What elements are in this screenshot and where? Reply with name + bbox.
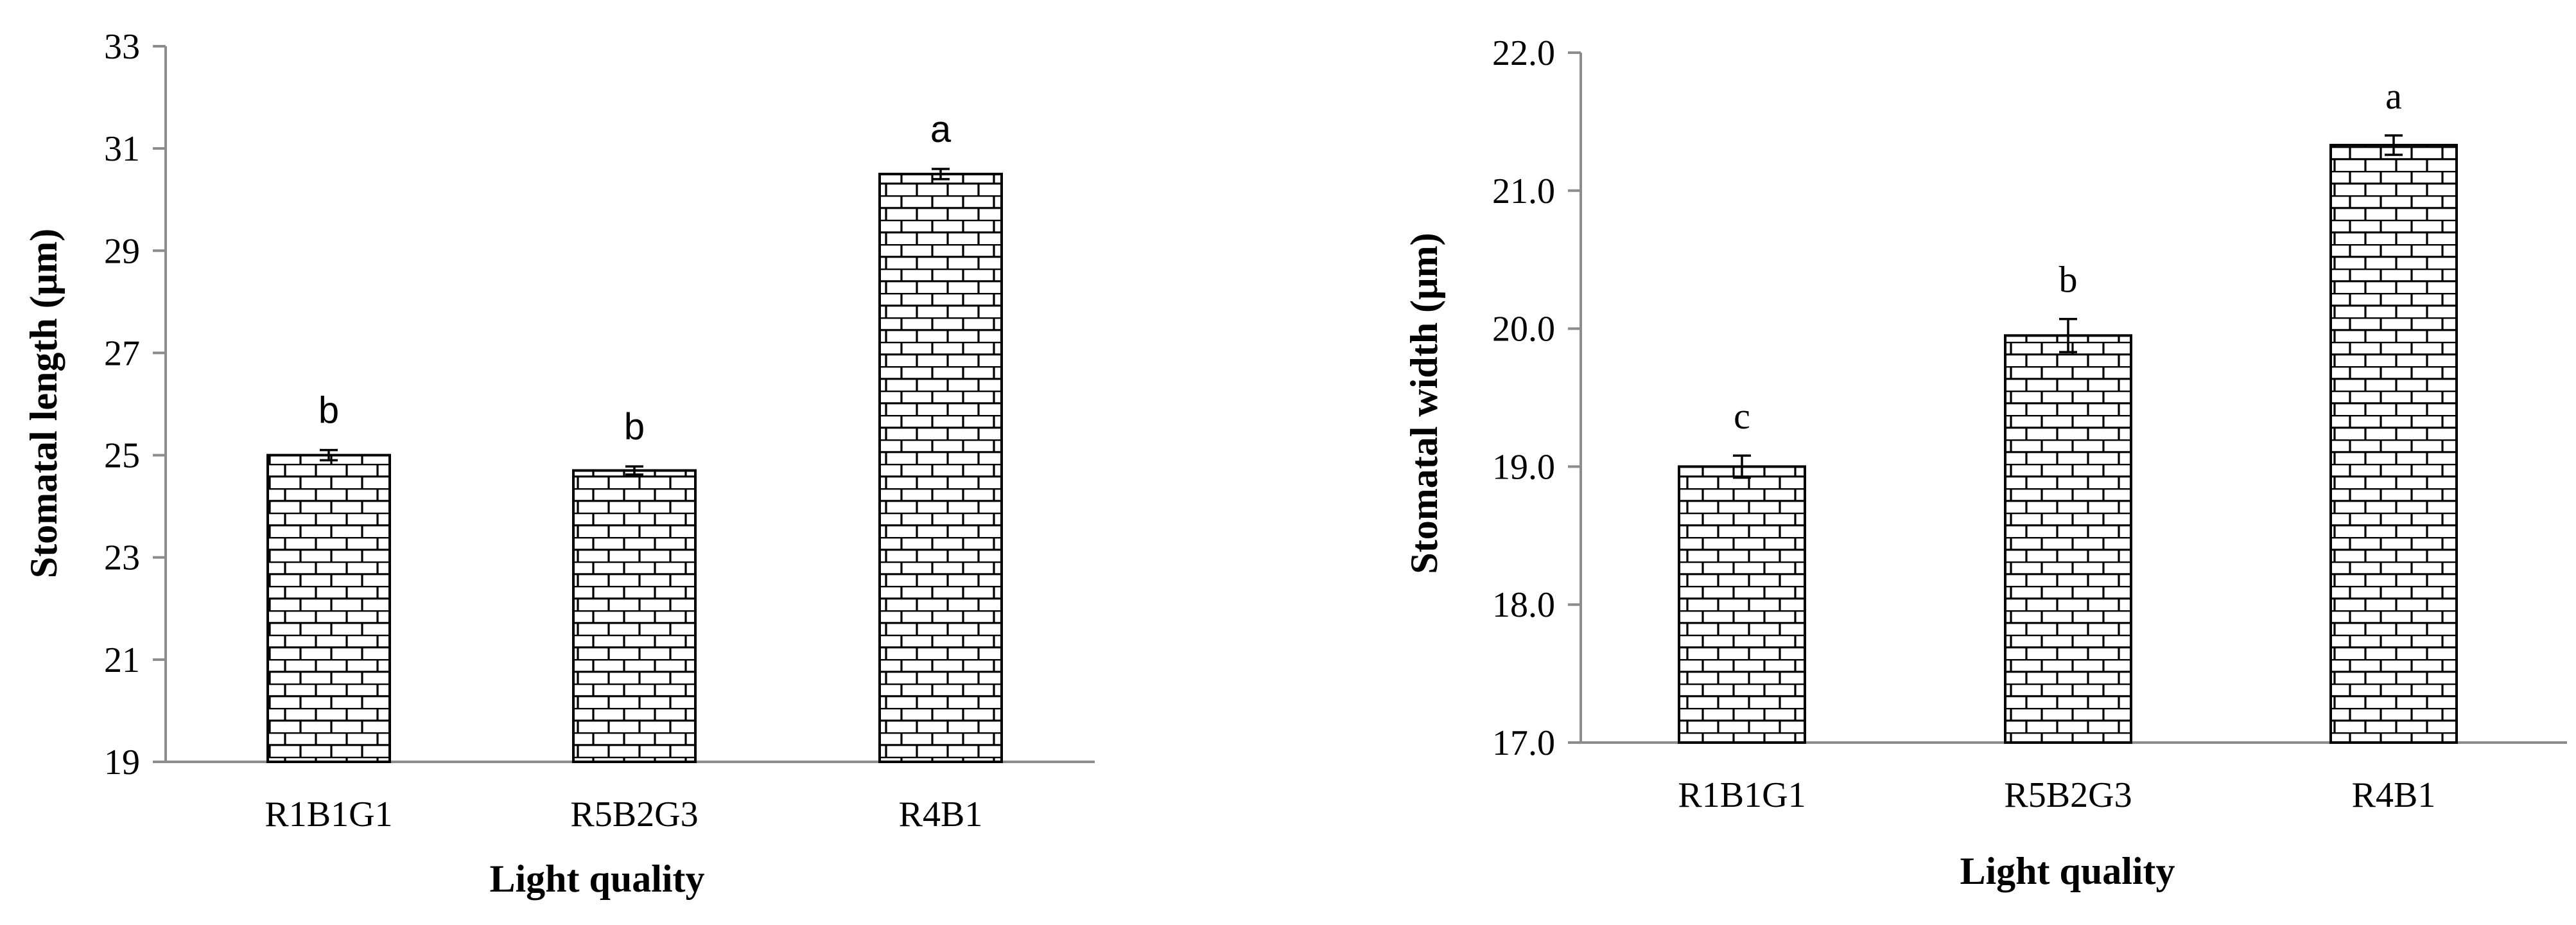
stomatal-length-chart: 19 21 23 25 27 29 31 33 b R1B1G1 b R5B2G3 a R4B1 Stom… <box>22 27 1095 900</box>
y-tick-label: 25 <box>104 436 140 476</box>
y-tick-label: 17.0 <box>1492 723 1555 763</box>
y-tick-label: 27 <box>104 333 140 373</box>
y-tick-label: 19 <box>104 743 140 782</box>
y-tick-label: 21.0 <box>1492 172 1555 211</box>
x-tick-label: R4B1 <box>2352 775 2436 815</box>
significance-letter: c <box>1734 395 1750 437</box>
bar-r5b2g3 <box>572 469 697 763</box>
bar-r4b1 <box>878 172 1003 763</box>
y-tick-label: 18.0 <box>1492 585 1555 625</box>
plot-area: 19 21 23 25 27 29 31 33 b R1B1G1 b R5B2G3 a R4B1 <box>104 27 1095 834</box>
y-tick-label: 21 <box>104 640 140 680</box>
x-axis-title: Light quality <box>489 858 704 900</box>
plot-area: 17.0 18.0 19.0 20.0 21.0 22.0 c R1B1G1 b R5B2G3 a R… <box>1492 33 2567 815</box>
bar-r5b2g3 <box>2004 334 2132 744</box>
significance-letter: b <box>318 390 339 432</box>
y-tick-label: 31 <box>104 129 140 169</box>
bar-r4b1 <box>2329 143 2458 744</box>
x-axis-title: Light quality <box>1960 850 2175 892</box>
significance-letter: a <box>2385 75 2402 117</box>
y-axis-title: Stomatal length (µm) <box>22 229 65 579</box>
x-tick-label: R1B1G1 <box>265 795 392 834</box>
stomatal-width-chart: 17.0 18.0 19.0 20.0 21.0 22.0 c R1B1G1 b R5B2G3 a R… <box>1403 33 2567 892</box>
y-tick-label: 22.0 <box>1492 33 1555 73</box>
y-tick-label: 29 <box>104 231 140 271</box>
significance-letter: a <box>930 109 952 150</box>
y-tick-label: 20.0 <box>1492 310 1555 349</box>
x-tick-label: R5B2G3 <box>570 795 698 834</box>
x-tick-label: R1B1G1 <box>1678 775 1806 815</box>
y-tick-label: 23 <box>104 538 140 578</box>
x-tick-label: R4B1 <box>899 795 983 834</box>
x-tick-label: R5B2G3 <box>2004 775 2132 815</box>
y-tick-label: 33 <box>104 27 140 67</box>
y-axis-title: Stomatal width (µm) <box>1403 233 1445 574</box>
significance-letter: b <box>624 406 645 448</box>
y-tick-label: 19.0 <box>1492 447 1555 487</box>
bar-r1b1g1 <box>1678 465 1806 744</box>
bar-r1b1g1 <box>266 454 391 763</box>
significance-letter: b <box>2059 259 2078 301</box>
